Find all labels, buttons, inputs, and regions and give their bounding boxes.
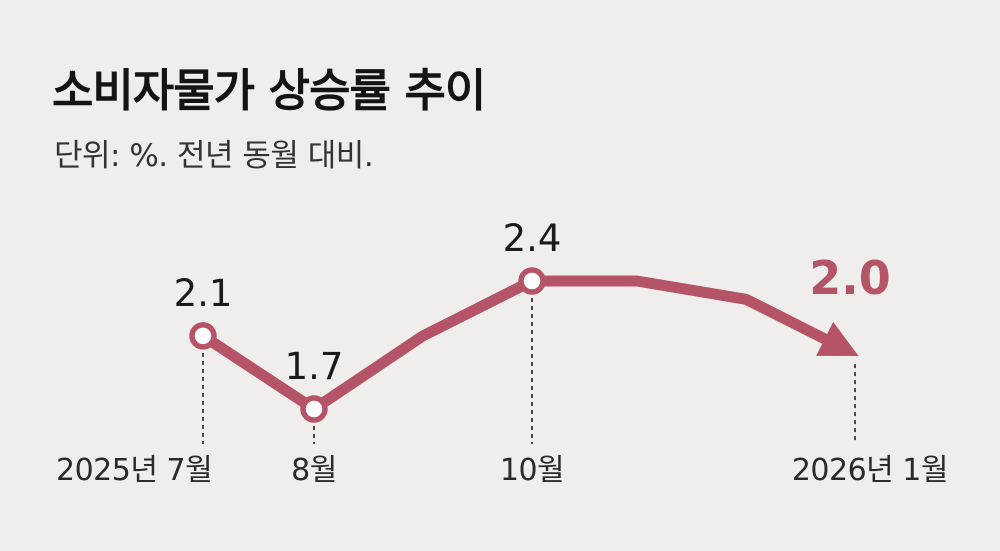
data-point-marker xyxy=(518,267,546,295)
chart-title: 소비자물가 상승률 추이 xyxy=(52,64,486,117)
data-label: 2.4 xyxy=(503,217,562,260)
data-label: 1.7 xyxy=(285,345,344,388)
x-tick-label: 10월 xyxy=(500,453,564,488)
data-point-marker xyxy=(189,322,217,350)
latest-value-label: 2.0 xyxy=(809,251,891,305)
data-point-marker xyxy=(300,395,328,423)
x-tick-label: 8월 xyxy=(291,453,337,488)
x-tick-label: 2026년 1월 xyxy=(792,453,948,488)
arrowhead-icon xyxy=(816,321,859,356)
data-label: 2.1 xyxy=(174,272,233,315)
chart-subtitle: 단위: %. 전년 동월 대비. xyxy=(54,138,374,174)
x-tick-label: 2025년 7월 xyxy=(56,453,212,488)
